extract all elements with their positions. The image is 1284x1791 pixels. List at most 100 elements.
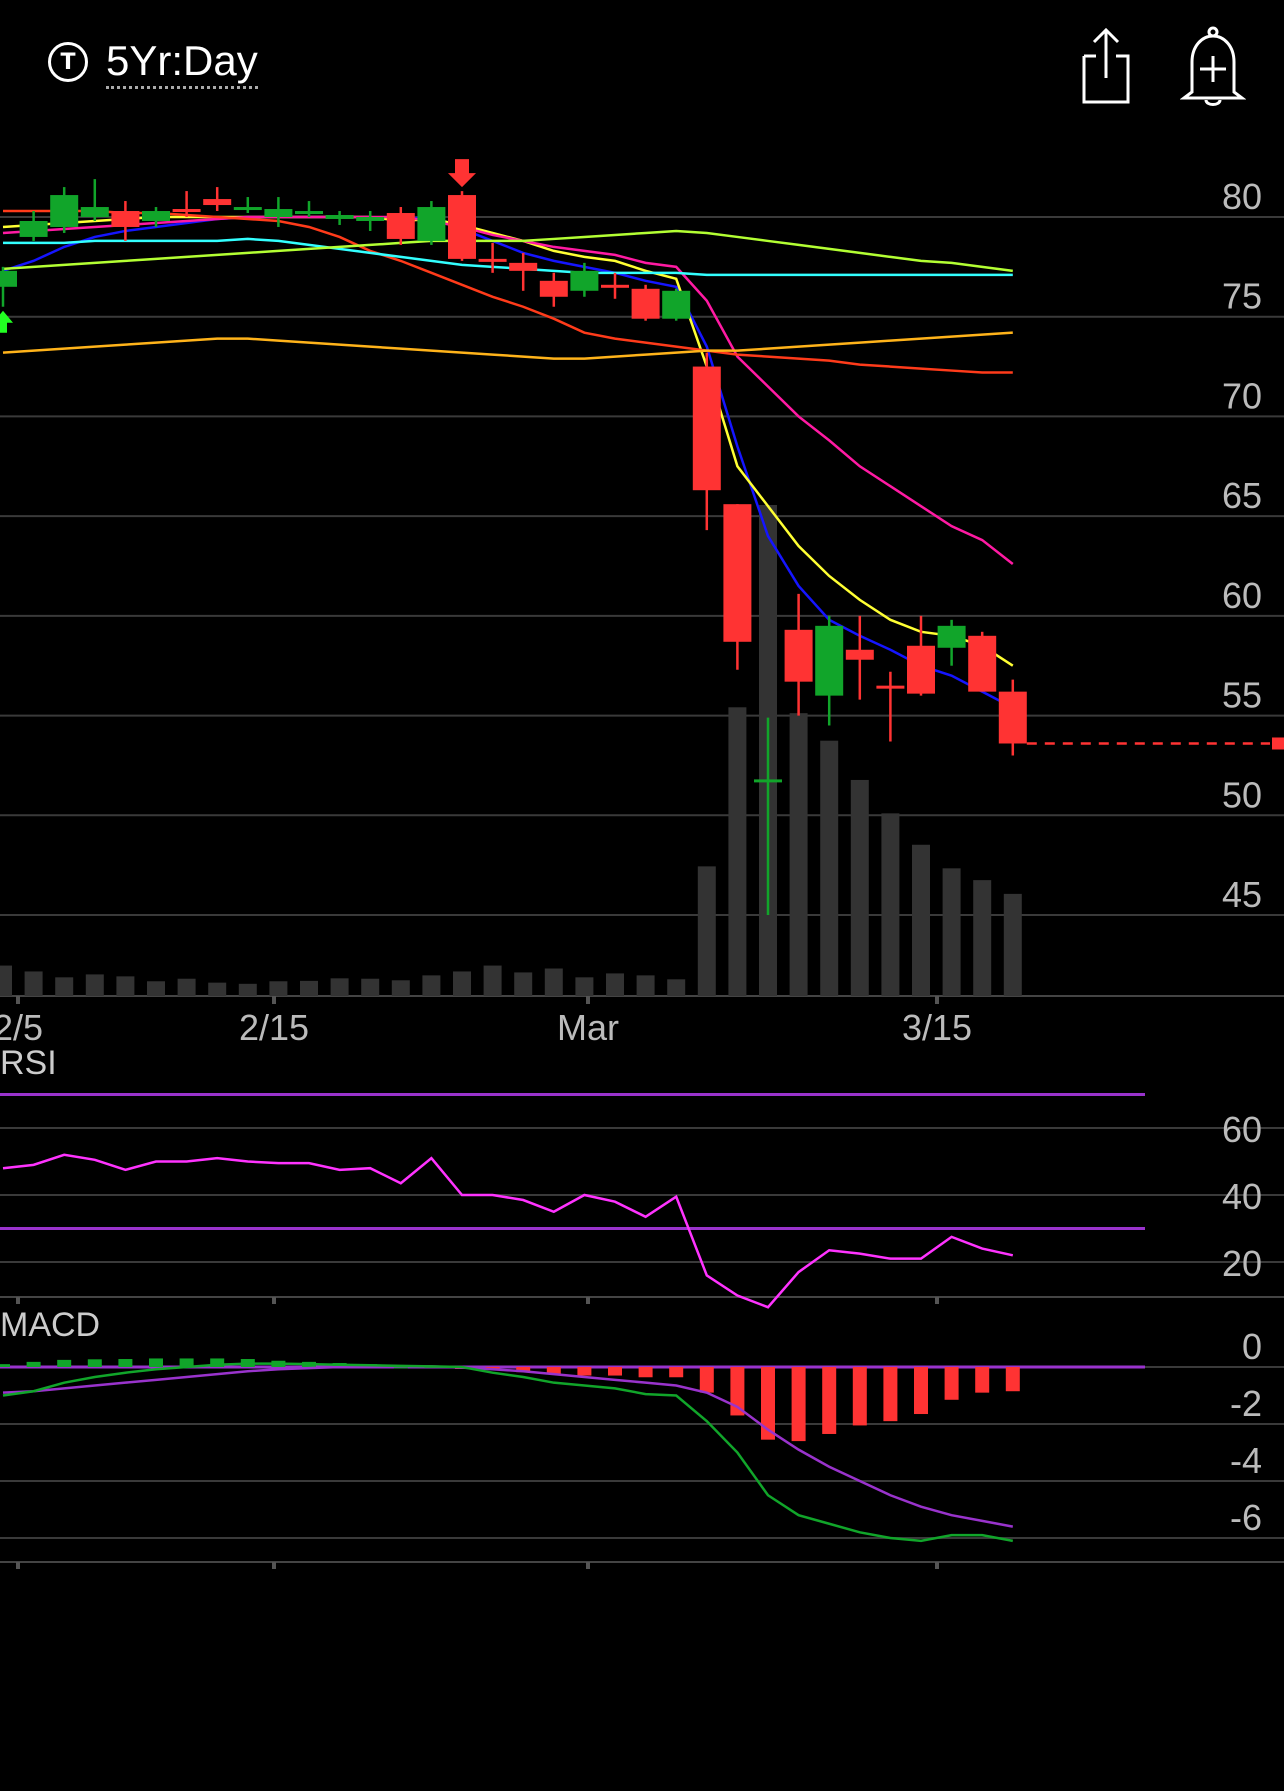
macd-histogram-bar [210,1358,225,1367]
macd-histogram-bar [57,1359,72,1367]
macd-signal-line [2,1365,1014,1528]
volume-bar [177,978,196,996]
macd-histogram-bar [761,1367,775,1440]
candle-body [723,504,752,642]
price-tick-label: 65 [1222,475,1262,516]
volume-bar [483,965,502,996]
grid-lines [0,216,1284,1004]
macd-histogram-bar [669,1367,684,1378]
macd-histogram-bar [608,1367,622,1376]
macd-histogram-bar [852,1367,867,1426]
candle-body [356,217,385,221]
alert-bell-plus-icon[interactable] [1180,26,1246,108]
candle-body [754,779,782,783]
volume-bar [330,978,349,996]
price-tick-label: 70 [1222,375,1262,416]
volume-bar [728,707,747,996]
volume-bar [269,981,288,996]
candle-body [142,211,170,221]
candle-body [570,270,599,291]
volume-bars [0,505,1022,996]
volume-bar [544,968,563,996]
volume-bar [606,973,624,996]
sell-signal-arrow [448,159,476,188]
macd-label: MACD [0,1306,100,1344]
candle-body [692,366,721,491]
macd-histogram-bar [87,1359,102,1367]
volume-bar [912,844,930,996]
x-tick-label: 2/15 [239,1007,309,1048]
macd-line [2,1362,1014,1543]
moving-average-line [3,209,1013,374]
volume-bar [0,965,12,996]
macd-histogram-bar [914,1367,928,1415]
candlesticks [0,179,1027,915]
volume-bar [453,971,471,996]
volume-bar [850,779,869,996]
volume-bar [300,980,318,996]
volume-bar [942,868,961,996]
moving-average-line [2,229,1013,273]
share-icon[interactable] [1076,26,1136,106]
signal-markers [0,159,1284,750]
candle-body [631,288,660,319]
price-tick-label: 50 [1222,774,1262,815]
candle-body [907,645,935,694]
moving-average-line [2,213,1014,709]
candle-body [998,691,1027,744]
candle-body [172,209,201,213]
candle-body [937,625,966,648]
rsi-tick-label: 60 [1222,1109,1262,1150]
candle-body [386,213,415,239]
macd-histogram-bar [638,1367,653,1378]
moving-averages [2,209,1014,709]
macd-tick-label: 0 [1242,1326,1262,1367]
candle-body [111,211,140,227]
macd-histogram-bar [577,1367,592,1376]
volume-bar [147,981,165,996]
macd-histogram-bar [822,1367,837,1434]
macd-histogram-bar [26,1361,41,1367]
macd-histogram-bar [699,1367,714,1393]
volume-bar [391,980,410,996]
macd-histogram-bar [975,1367,990,1393]
candle-body [50,195,79,227]
candle-body [968,635,997,692]
x-tick-label: 2/5 [0,1007,43,1048]
macd-histogram-bar [791,1367,806,1442]
macd-histogram-bar [944,1367,959,1400]
price-tick-label: 75 [1222,276,1262,317]
macd-histogram-bar [883,1367,898,1422]
timeframe-selector[interactable]: 5Yr:Day [106,38,258,89]
moving-average-line [2,331,1013,360]
candle-body [264,209,293,217]
rsi-tick-label: 20 [1222,1243,1262,1284]
candle-body [0,270,17,287]
candle-body [784,629,813,682]
macd-histogram-bar [0,1364,10,1367]
volume-bar [789,713,808,996]
rsi-panel: RSI 60 40 20 [0,1044,1284,1309]
volume-bar [422,975,441,996]
macd-histogram-bar [546,1367,561,1375]
candle-body [601,284,629,288]
price-tick-label: 80 [1222,176,1262,217]
volume-bar [24,971,43,996]
candle-body [815,625,844,696]
volume-bar [208,982,227,996]
volume-bar [881,813,900,996]
rsi-label: RSI [0,1044,57,1082]
candle-body [662,290,691,319]
volume-bar [697,866,716,996]
timeframe-icon[interactable]: T [48,42,88,82]
current-price-marker [1272,737,1284,750]
candle-body [845,649,874,660]
macd-tick-label: -4 [1230,1440,1262,1481]
macd-histogram-bar [179,1358,194,1367]
volume-bar [361,978,380,996]
price-tick-label: 55 [1222,675,1262,716]
candle-body [233,207,262,211]
candle-body [448,195,476,259]
rsi-line [2,1153,1014,1309]
